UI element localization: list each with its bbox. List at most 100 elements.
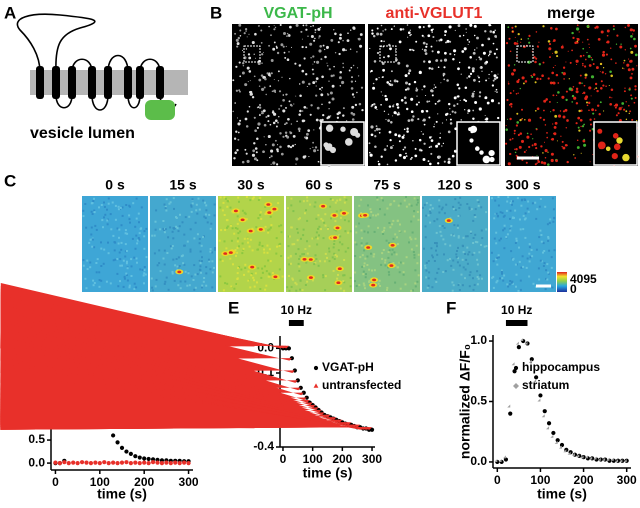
- point: [53, 460, 58, 465]
- speckle: [245, 48, 248, 50]
- speckle: [327, 115, 331, 119]
- speckle: [368, 279, 371, 282]
- point: [606, 457, 610, 461]
- speckle: [430, 152, 433, 155]
- speckle: [497, 256, 500, 259]
- speckle: [280, 224, 283, 227]
- x-tick-label: 100: [90, 475, 110, 489]
- speckle: [408, 241, 410, 244]
- speckle: [561, 140, 564, 143]
- speckle: [312, 55, 315, 58]
- speckle: [298, 64, 302, 67]
- speckle: [472, 277, 474, 280]
- speckle: [93, 197, 95, 200]
- speckle: [114, 218, 117, 221]
- speckle: [382, 199, 384, 202]
- speckle: [466, 235, 469, 238]
- time-label: 15 s: [169, 177, 196, 193]
- speckle: [352, 26, 356, 30]
- speckle: [422, 119, 424, 122]
- speckle: [253, 116, 256, 119]
- point: [62, 460, 67, 465]
- speckle: [223, 240, 226, 243]
- speckle: [306, 107, 308, 109]
- inset-blob: [326, 143, 333, 149]
- x-tick-label: 300: [179, 475, 199, 489]
- time-label: 75 s: [373, 177, 400, 193]
- speckle: [305, 46, 308, 49]
- speckle: [582, 91, 586, 95]
- speckle: [177, 284, 180, 287]
- speckle: [126, 267, 129, 270]
- speckle: [333, 258, 336, 260]
- speckle: [314, 28, 317, 31]
- speckle: [120, 248, 123, 251]
- speckle: [263, 251, 266, 254]
- speckle: [289, 131, 291, 133]
- speckle: [102, 226, 104, 229]
- speckle: [370, 211, 373, 213]
- speckle: [454, 209, 457, 211]
- speckle: [552, 123, 554, 125]
- speckle: [200, 244, 203, 247]
- speckle: [547, 151, 549, 153]
- speckle: [334, 201, 337, 204]
- speckle: [536, 162, 538, 164]
- speckle: [364, 287, 366, 290]
- speckle: [423, 48, 427, 52]
- speckle: [389, 226, 392, 229]
- speckle: [328, 101, 331, 104]
- speckle: [488, 77, 490, 79]
- speckle: [579, 55, 583, 58]
- speckle: [404, 101, 407, 105]
- speckle: [360, 242, 363, 245]
- stimulus-bar: [505, 320, 528, 326]
- point: [551, 430, 556, 436]
- speckle: [178, 265, 181, 267]
- speckle: [435, 144, 439, 148]
- speckle: [547, 239, 550, 242]
- speckle: [610, 88, 614, 92]
- speckle: [622, 67, 624, 69]
- speckle: [415, 103, 419, 106]
- speckle: [462, 266, 465, 269]
- speckle: [571, 31, 574, 35]
- speckle: [551, 52, 554, 54]
- y-tick-label: 0.0: [28, 455, 45, 469]
- roi-box: [516, 45, 534, 63]
- speckle: [362, 273, 365, 276]
- speckle: [173, 279, 176, 282]
- speckle: [553, 125, 557, 129]
- speckle: [410, 110, 414, 114]
- speckle: [107, 202, 110, 205]
- speckle: [247, 81, 249, 83]
- speckle: [511, 282, 514, 285]
- speckle: [432, 256, 434, 259]
- speckle: [438, 155, 441, 159]
- speckle: [514, 263, 517, 266]
- speckle: [405, 155, 408, 157]
- speckle: [331, 97, 335, 101]
- speckle: [383, 148, 387, 151]
- point: [115, 440, 120, 445]
- speckle: [417, 118, 420, 121]
- speckle: [416, 262, 419, 265]
- speckle: [596, 104, 600, 107]
- speckle: [280, 104, 283, 107]
- speckle: [383, 110, 386, 112]
- speckle: [223, 214, 226, 216]
- speckle: [511, 72, 515, 76]
- speckle: [153, 234, 156, 237]
- speckle: [258, 103, 262, 107]
- speckle: [375, 78, 378, 81]
- speckle: [235, 38, 239, 42]
- speckle: [586, 24, 590, 28]
- point: [538, 393, 543, 398]
- speckle: [427, 34, 431, 38]
- speckle: [312, 72, 315, 76]
- speckle: [315, 231, 318, 234]
- speckle: [136, 239, 139, 242]
- speckle: [528, 243, 531, 246]
- speckle: [464, 86, 468, 89]
- speckle: [553, 39, 556, 42]
